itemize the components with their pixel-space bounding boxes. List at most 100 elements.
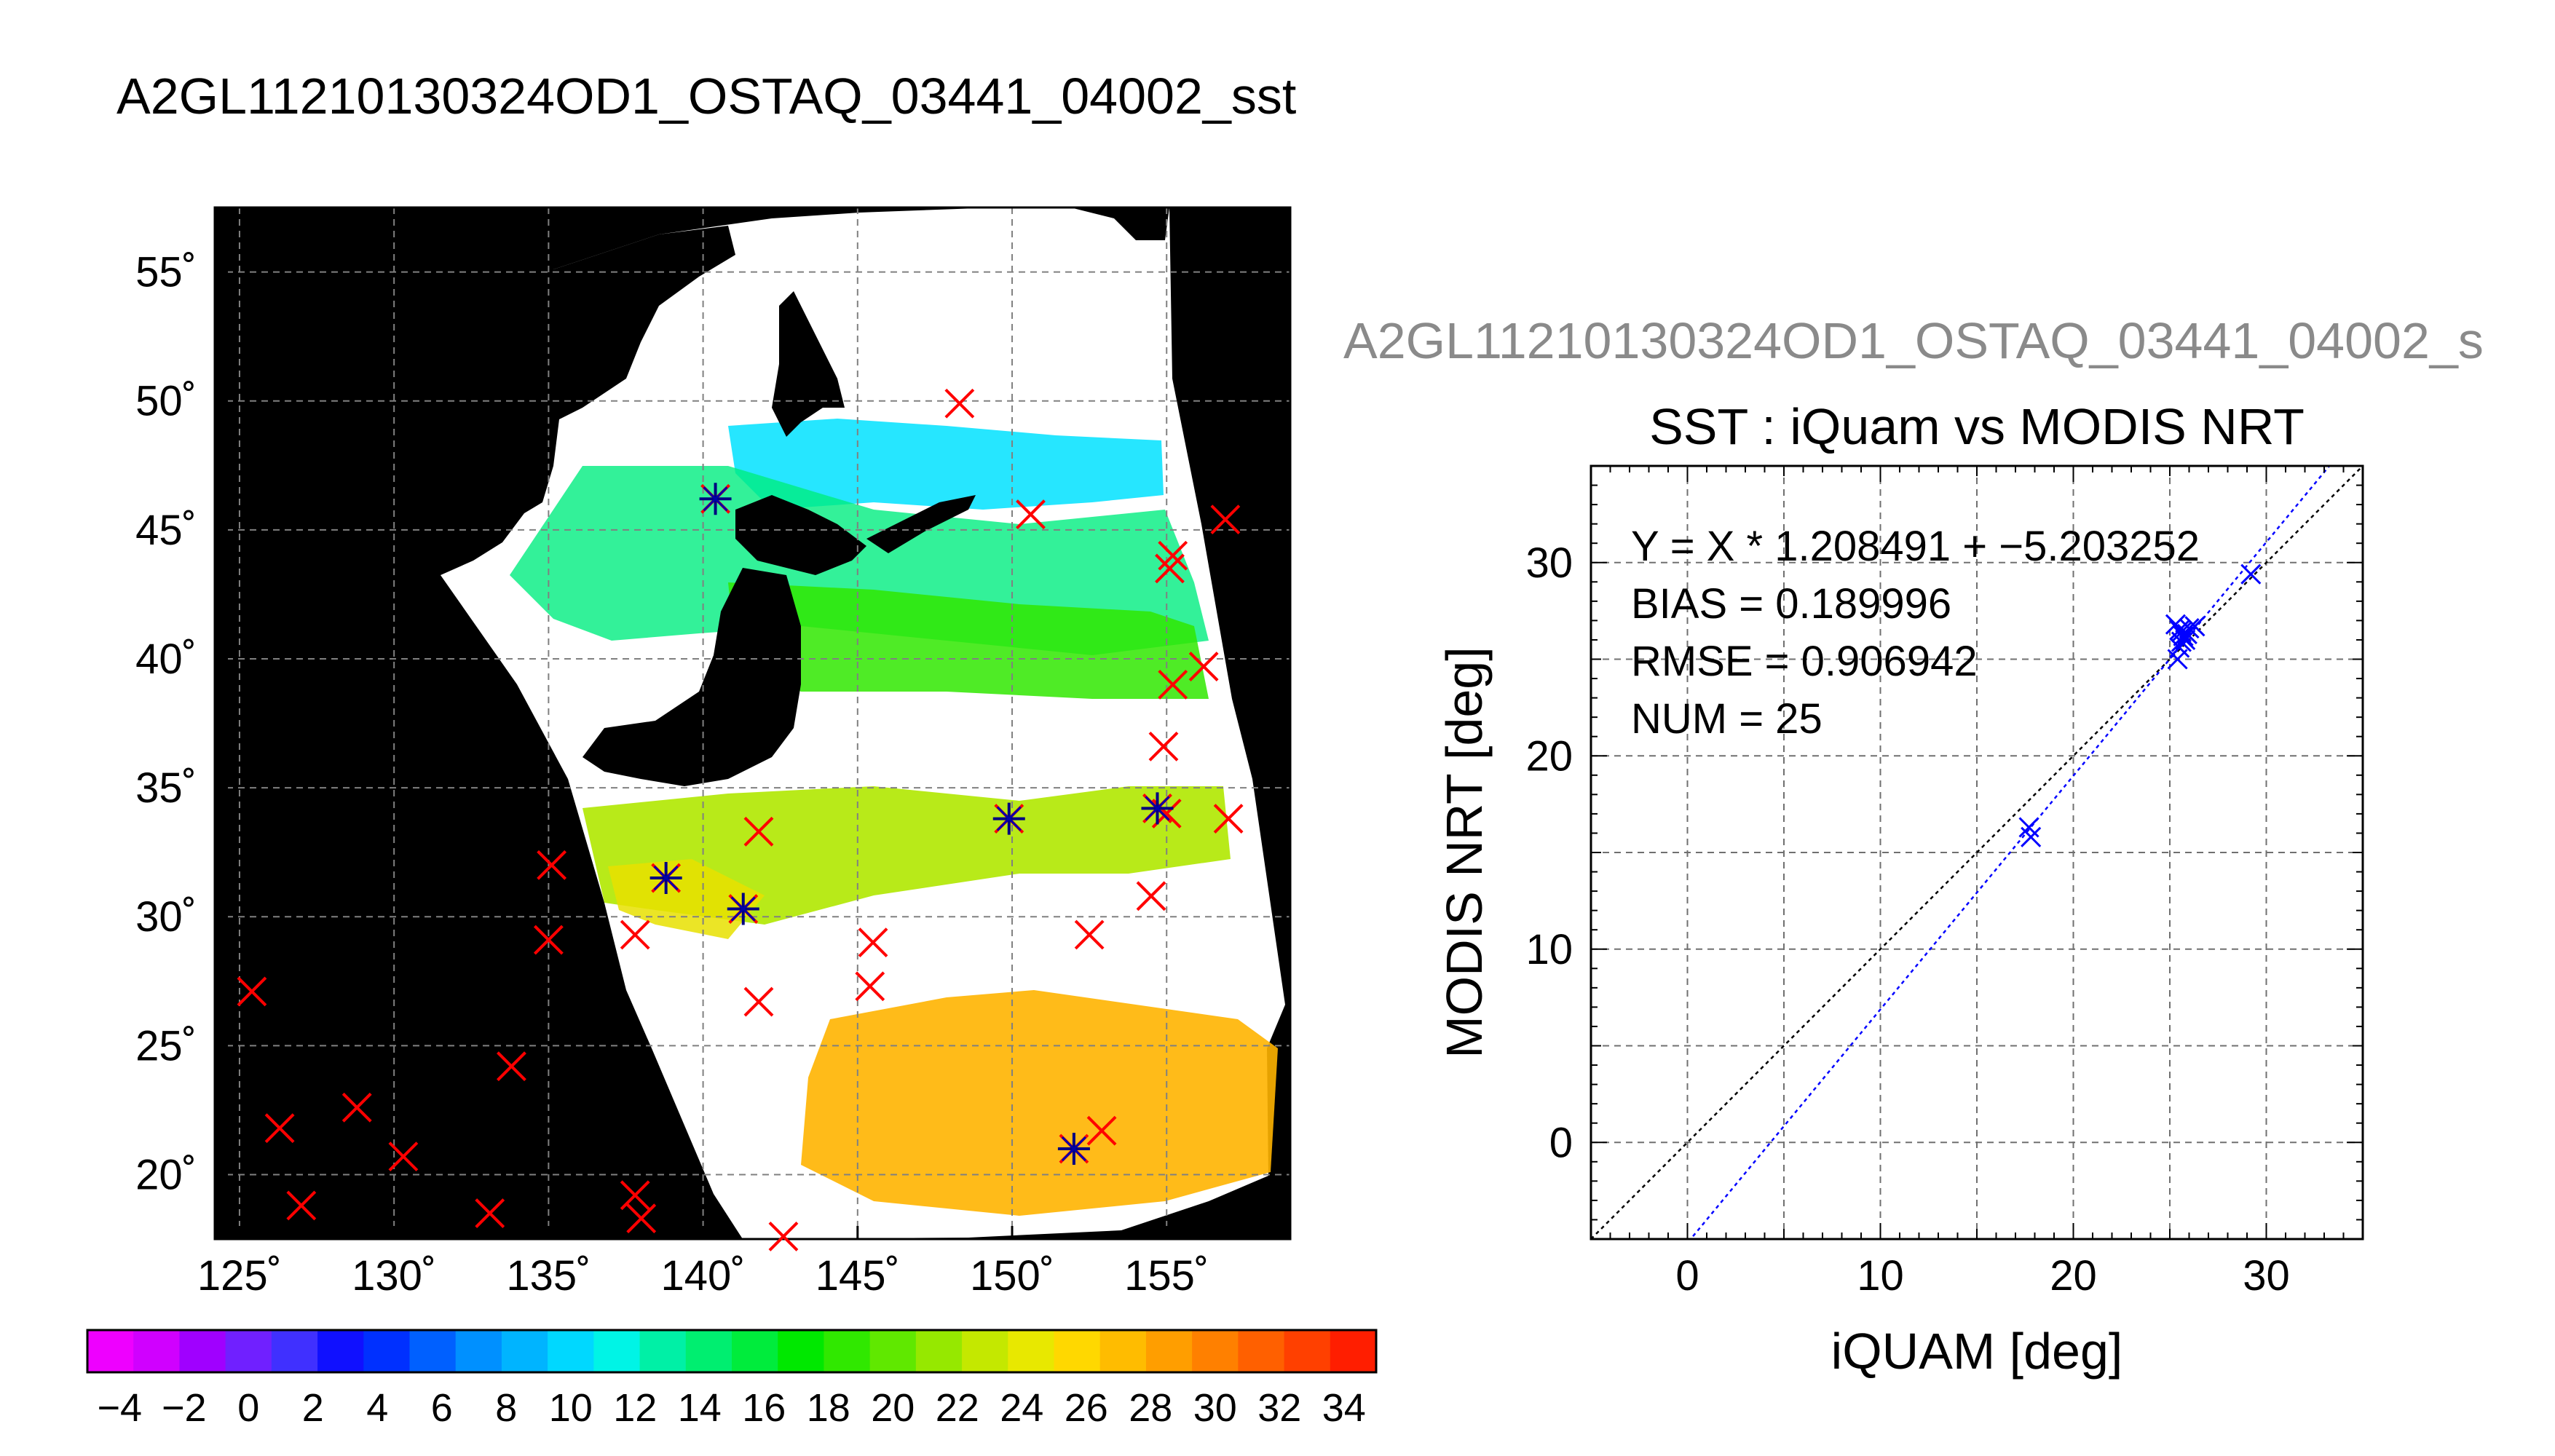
map-red-x-marker xyxy=(1155,553,1185,584)
colorbar-cell xyxy=(271,1330,318,1372)
map-collocated-marker xyxy=(992,802,1025,835)
map-red-x-marker xyxy=(768,1222,799,1251)
scatter-point xyxy=(2021,826,2042,847)
map-red-x-marker-stroke-b xyxy=(1136,881,1166,911)
map-red-x-marker xyxy=(1210,505,1241,535)
map-collocated-blue-x xyxy=(703,486,728,512)
scatter-y-tick-label: 30 xyxy=(1525,539,1573,587)
map-red-x-marker xyxy=(620,1180,650,1211)
scatter-point xyxy=(2167,649,2188,670)
scatter-point xyxy=(2184,616,2205,637)
map-red-x-marker xyxy=(1188,652,1219,681)
colorbar-label: 22 xyxy=(936,1386,979,1430)
colorbar-cell xyxy=(1054,1330,1101,1372)
colorbar-label: −4 xyxy=(97,1386,142,1430)
scatter-stat-line: RMSE = 0.906942 xyxy=(1631,638,1978,685)
map-collocated-marker xyxy=(1141,792,1174,825)
scatter-x-tick-label: 0 xyxy=(1675,1252,1699,1299)
map-x-tick-label: 125˚ xyxy=(197,1252,282,1299)
map-red-x-marker-stroke-b xyxy=(620,1180,650,1211)
identity-line xyxy=(1591,466,2363,1239)
sst-band-yellow xyxy=(608,859,765,939)
map-red-x-marker-stroke-b xyxy=(537,850,567,880)
scatter-x-axis-label: iQUAM [deg] xyxy=(1831,1323,2123,1380)
map-red-x-marker xyxy=(497,1051,526,1082)
colorbar-cell xyxy=(1330,1330,1377,1372)
map-red-x-marker-stroke-b xyxy=(1158,540,1188,571)
map-y-tick-label: 45˚ xyxy=(135,507,197,554)
land-mainland xyxy=(215,207,735,582)
scatter-point-stroke-b xyxy=(2167,649,2188,670)
map-frame xyxy=(213,206,1292,1241)
colorbar-label: 32 xyxy=(1257,1386,1301,1430)
sst-map: 125˚ 130˚ 135˚ 140˚ 145˚ 150˚ 155˚ 55˚ 50˚ 45˚ 40˚… xyxy=(135,206,1292,1299)
colorbar-cell xyxy=(869,1330,917,1372)
colorbar-label: 0 xyxy=(237,1386,259,1430)
map-y-tick-label: 20˚ xyxy=(135,1151,197,1198)
map-red-x-marker-stroke-b xyxy=(1158,669,1188,700)
map-red-x-marker xyxy=(1016,499,1046,529)
scatter-point-stroke-b xyxy=(2165,614,2187,635)
map-red-x-marker xyxy=(743,816,774,847)
land-hokkaido xyxy=(735,495,866,575)
colorbar-cell xyxy=(87,1330,134,1372)
map-x-tick-label: 130˚ xyxy=(352,1252,436,1299)
colorbar-label: 30 xyxy=(1193,1386,1237,1430)
colorbar-frame xyxy=(86,1329,1378,1374)
map-x-tick-label: 150˚ xyxy=(970,1252,1054,1299)
colorbar-cell xyxy=(593,1330,641,1372)
colorbar-cell xyxy=(548,1330,594,1372)
land-kamchatka xyxy=(1070,207,1169,240)
scatter-x-tick-label: 20 xyxy=(2050,1252,2097,1299)
map-red-x-marker-stroke-b xyxy=(475,1198,505,1228)
map-red-x-marker xyxy=(533,925,564,955)
scatter-stat-line: Y = X * 1.208491 + −5.203252 xyxy=(1631,523,2200,570)
map-collocated-blue-x xyxy=(996,806,1022,831)
map-red-x-marker-stroke-b xyxy=(1188,652,1219,681)
colorbar-labels: −4 −2 0 2 4 6 8 10 12 14 16 18 20 22 24 26 28 30 32 34 xyxy=(97,1386,1365,1430)
map-red-x-marker-stroke-b xyxy=(286,1190,317,1221)
map-red-x-marker xyxy=(537,850,567,880)
scatter-y-axis-label: MODIS NRT [deg] xyxy=(1436,646,1493,1058)
sst-colorbar: −4 −2 0 2 4 6 8 10 12 14 16 18 20 22 24 26 28 30 32 34 xyxy=(86,1329,1378,1430)
scatter-point-stroke-b xyxy=(2175,629,2196,651)
map-y-tick-label: 35˚ xyxy=(135,764,197,812)
colorbar-cell xyxy=(1099,1330,1147,1372)
map-y-tick-label: 50˚ xyxy=(135,378,197,425)
map-red-x-marker-stroke-b xyxy=(944,388,975,419)
scatter-point xyxy=(2171,622,2192,643)
map-collocated-blue-x-stroke-b xyxy=(1145,796,1170,821)
map-red-x-marker-stroke-b xyxy=(1074,919,1105,950)
map-red-x-marker xyxy=(620,919,650,950)
map-red-x-marker xyxy=(1213,804,1244,834)
colorbar-cell xyxy=(962,1330,1008,1372)
map-red-x-marker-stroke-b xyxy=(341,1092,372,1123)
colorbar-cell xyxy=(1284,1330,1331,1372)
map-red-x-marker-stroke-b xyxy=(743,986,774,1017)
sst-band-mid-green xyxy=(728,582,1209,699)
scatter-point-stroke-b xyxy=(2240,563,2262,585)
map-y-tick-label: 30˚ xyxy=(135,893,197,941)
colorbar-cell xyxy=(1145,1330,1193,1372)
colorbar-label: 20 xyxy=(871,1386,915,1430)
map-red-x-marker-stroke-b xyxy=(855,971,885,1002)
map-red-x-marker xyxy=(626,1203,657,1234)
colorbar-label: 2 xyxy=(302,1386,324,1430)
map-axis-ticks: 125˚ 130˚ 135˚ 140˚ 145˚ 150˚ 155˚ 55˚ 50˚ 45˚ 40˚… xyxy=(135,249,1209,1299)
map-red-x-marker-stroke-b xyxy=(264,1113,295,1144)
map-red-x-marker xyxy=(1136,881,1166,911)
scatter-point-stroke-b xyxy=(2018,817,2039,838)
sst-scatter: SST : iQuam vs MODIS NRT 00101020203030 … xyxy=(1436,398,2364,1380)
colorbar-label: 8 xyxy=(495,1386,517,1430)
colorbar-label: −2 xyxy=(162,1386,207,1430)
map-red-x-marker xyxy=(1158,540,1188,571)
map-red-x-marker-stroke-b xyxy=(1148,731,1179,761)
scatter-points xyxy=(2018,563,2262,847)
map-y-tick-label: 40˚ xyxy=(135,636,197,683)
map-red-x-marker-stroke-b xyxy=(1213,804,1244,834)
map-red-x-marker-stroke-b xyxy=(768,1222,799,1251)
map-red-x-marker-stroke-b xyxy=(743,816,774,847)
map-red-x-marker xyxy=(743,986,774,1017)
map-red-x-marker-stroke-b xyxy=(533,925,564,955)
colorbar-cell xyxy=(639,1330,687,1372)
